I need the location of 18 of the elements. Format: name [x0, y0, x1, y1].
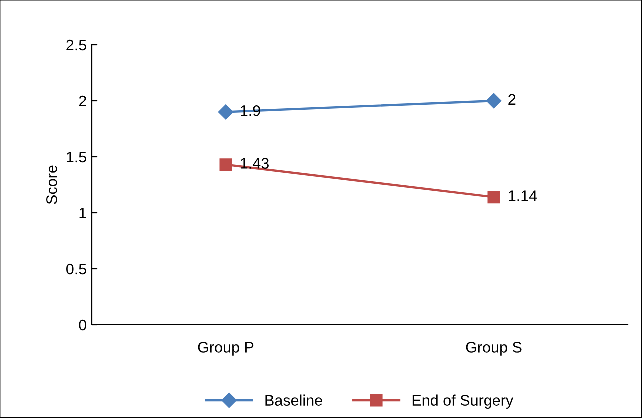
y-tick-label: 2.5 — [66, 40, 86, 51]
point — [220, 158, 232, 172]
y-axis-title: Score — [46, 166, 58, 204]
point — [218, 104, 234, 120]
y-tick-label: 0 — [79, 320, 87, 331]
data-label: 1.14 — [509, 190, 538, 202]
y-tick-label: 1 — [80, 208, 86, 219]
y-tick-label: 0.5 — [66, 264, 86, 275]
legend-label: Baseline — [266, 394, 322, 406]
point — [488, 191, 500, 204]
point — [486, 93, 502, 109]
x-tick-label: Group S — [466, 342, 522, 356]
legend-label: End of Surgery — [412, 394, 514, 409]
data-label: 1.43 — [241, 158, 269, 169]
x-tick-label: Group P — [198, 342, 254, 356]
y-tick-label: 1.5 — [67, 152, 86, 163]
y-tick-label: 2 — [79, 96, 86, 107]
data-label: 2 — [508, 94, 516, 105]
